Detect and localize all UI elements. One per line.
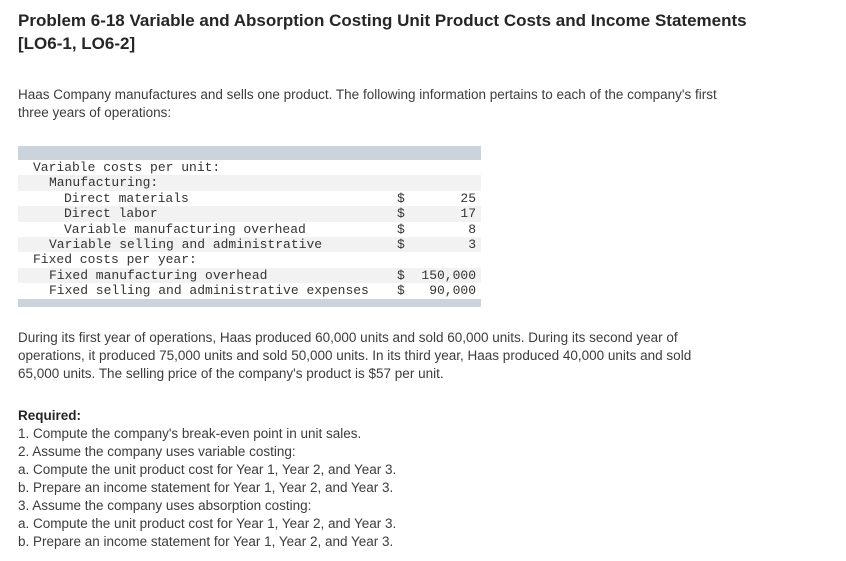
operations-paragraph: During its first year of operations, Haa… <box>18 329 828 383</box>
row-label: Manufacturing: <box>49 175 159 191</box>
row-label: Fixed costs per year: <box>33 252 197 268</box>
row-label: Variable selling and administrative <box>49 236 323 252</box>
table-row: Fixed manufacturing overhead $150,000 <box>18 267 481 284</box>
required-section: Required: 1. Compute the company's break… <box>18 407 828 551</box>
table-row: Variable selling and administrative $3 <box>18 236 481 253</box>
table-rows: Variable costs per unit: Manufacturing: … <box>18 160 481 299</box>
table-footer-bar <box>18 298 481 307</box>
row-label: Variable costs per unit: <box>33 160 221 175</box>
intro-line: three years of operations: <box>18 105 172 120</box>
required-item: a. Compute the unit product cost for Yea… <box>18 461 397 477</box>
required-item: b. Prepare an income statement for Year … <box>18 533 394 549</box>
required-heading: Required: <box>18 407 82 423</box>
row-label: Direct materials <box>64 190 189 206</box>
required-item: 1. Compute the company's break-even poin… <box>18 425 362 441</box>
operations-line: 65,000 units. The selling price of the c… <box>18 365 444 381</box>
row-label: Fixed selling and administrative expense… <box>49 283 369 299</box>
required-item: 2. Assume the company uses variable cost… <box>18 443 296 459</box>
table-row: Fixed selling and administrative expense… <box>18 283 481 299</box>
row-currency: $ <box>397 283 405 299</box>
row-amount: 3 <box>468 236 476 252</box>
intro-paragraph: Haas Company manufactures and sells one … <box>18 86 828 122</box>
row-currency: $ <box>397 190 405 206</box>
required-item: a. Compute the unit product cost for Yea… <box>18 515 397 531</box>
intro-line: Haas Company manufactures and sells one … <box>18 87 717 102</box>
table-row: Variable manufacturing overhead $8 <box>18 221 481 237</box>
required-item: b. Prepare an income statement for Year … <box>18 479 394 495</box>
required-item: 3. Assume the company uses absorption co… <box>18 497 312 513</box>
table-row: Manufacturing: <box>18 175 481 191</box>
row-amount: 150,000 <box>421 267 476 283</box>
row-amount: 25 <box>460 190 476 206</box>
table-row: Fixed costs per year: <box>18 252 481 268</box>
row-label: Fixed manufacturing overhead <box>49 267 268 283</box>
row-label: Direct labor <box>64 206 158 222</box>
learning-objective-tags: [LO6-1, LO6-2] <box>18 34 136 53</box>
page-title: Problem 6-18 Variable and Absorption Cos… <box>18 9 828 55</box>
operations-line: operations, it produced 75,000 units and… <box>18 347 692 363</box>
row-currency: $ <box>397 221 405 237</box>
row-amount: 17 <box>460 206 476 222</box>
table-header-bar <box>18 146 481 160</box>
row-currency: $ <box>397 206 405 222</box>
operations-line: During its first year of operations, Haa… <box>18 329 678 345</box>
cost-table: Variable costs per unit: Manufacturing: … <box>18 146 481 307</box>
row-amount: 90,000 <box>429 283 476 299</box>
row-label: Variable manufacturing overhead <box>64 221 306 237</box>
row-currency: $ <box>397 236 405 252</box>
row-amount: 8 <box>468 221 476 237</box>
row-currency: $ <box>397 267 405 283</box>
problem-title-text: Problem 6-18 Variable and Absorption Cos… <box>18 11 747 30</box>
table-row: Direct labor $17 <box>18 206 481 222</box>
table-row: Variable costs per unit: <box>18 160 481 176</box>
table-row: Direct materials $25 <box>18 190 481 207</box>
